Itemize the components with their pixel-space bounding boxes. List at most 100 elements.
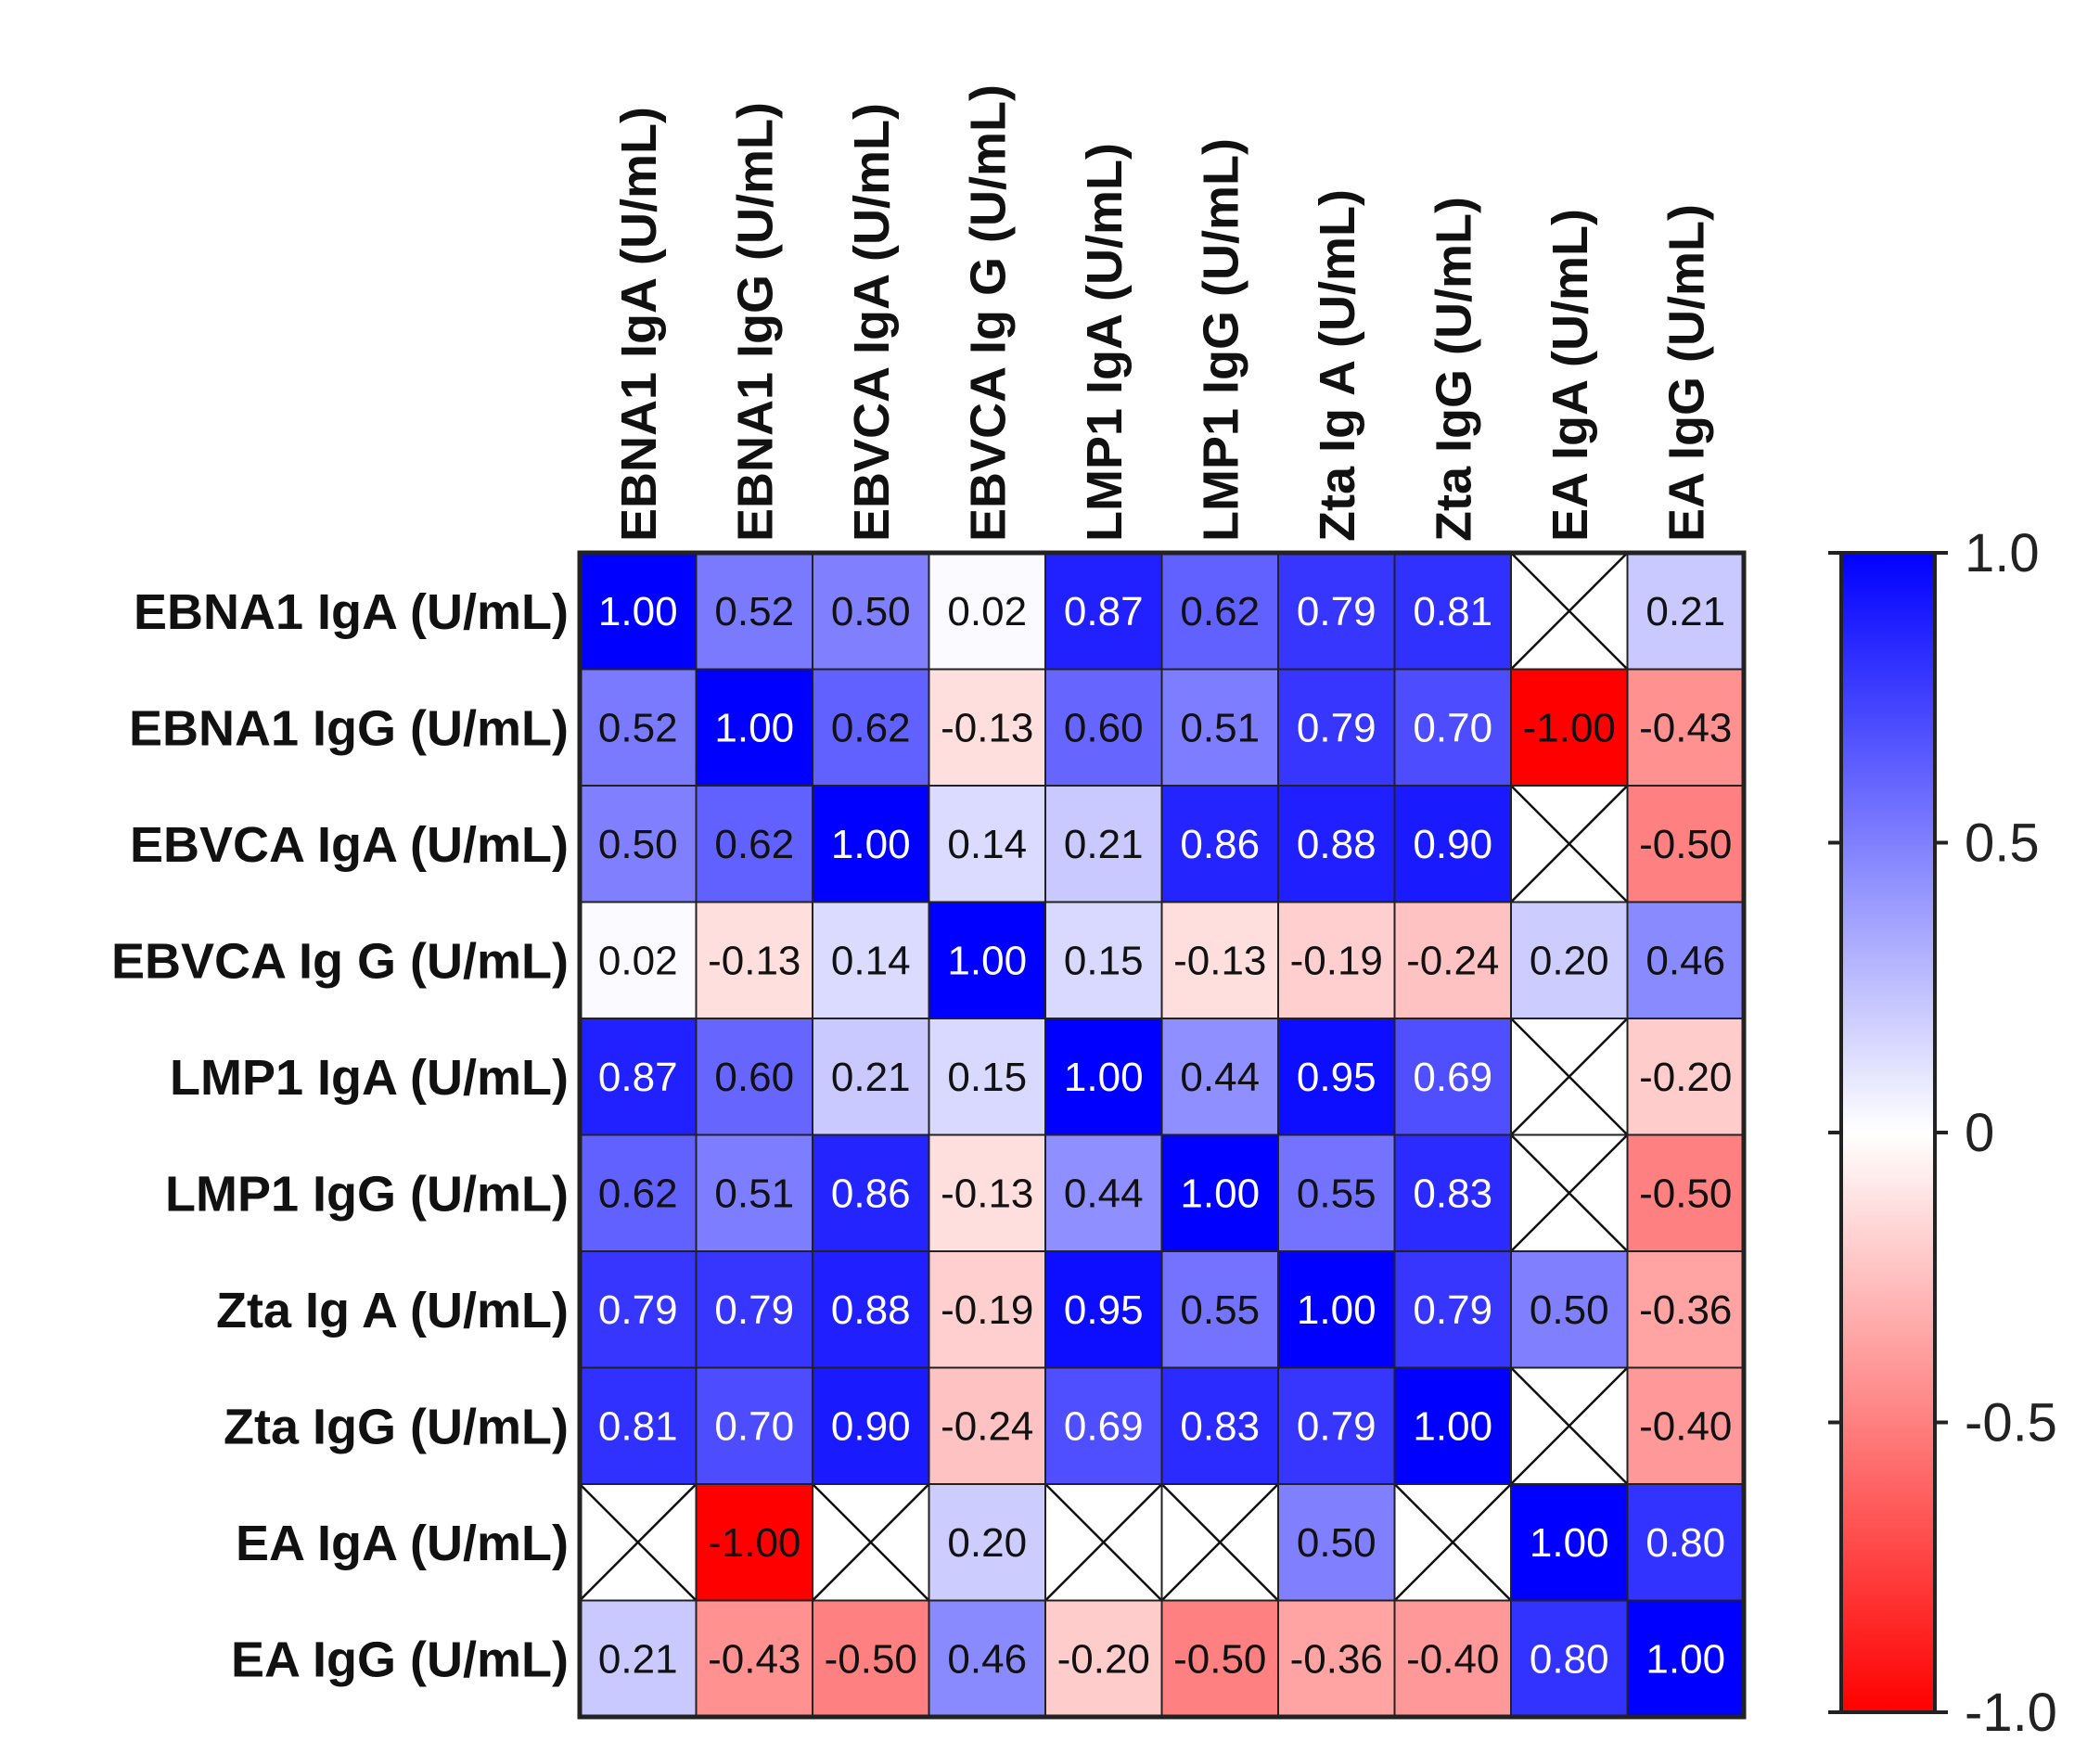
cell-value-label: -0.50 <box>1639 1171 1732 1216</box>
heatmap-cell: 0.86 <box>1161 786 1278 903</box>
heatmap-cell: 0.21 <box>1627 553 1744 670</box>
cell-value-label: 0.86 <box>1180 822 1260 867</box>
cell-value-label: 0.80 <box>1530 1636 1609 1682</box>
cell-fill <box>1045 1251 1162 1368</box>
cell-fill <box>1045 669 1162 786</box>
heatmap-cell: 0.81 <box>580 1367 697 1484</box>
heatmap-cell: 0.62 <box>813 669 929 786</box>
cell-fill <box>1278 1134 1395 1251</box>
heatmap-cell: -0.24 <box>1394 902 1511 1018</box>
heatmap-cell: 0.02 <box>580 902 697 1018</box>
heatmap-cell: -0.19 <box>1278 902 1395 1018</box>
cell-value-label: 0.80 <box>1645 1520 1725 1566</box>
heatmap-cell: -0.24 <box>928 1367 1045 1484</box>
cell-fill <box>1045 786 1162 903</box>
heatmap-cell: 0.80 <box>1511 1600 1628 1717</box>
cell-value-label: 0.81 <box>598 1403 678 1449</box>
heatmap-cell: 0.51 <box>1161 669 1278 786</box>
column-label: EBNA1 IgA (U/mL) <box>611 107 667 542</box>
column-labels: EBNA1 IgA (U/mL) EBNA1 IgG (U/mL) EBVCA Ig… <box>611 84 1715 542</box>
cell-value-label: 1.00 <box>598 589 678 634</box>
cell-fill <box>1278 786 1395 903</box>
cell-value-label: 0.79 <box>1297 589 1377 634</box>
column-label: EA IgG (U/mL) <box>1658 204 1714 542</box>
row-labels: EBNA1 IgA (U/mL) EBNA1 IgG (U/mL) EBVCA Ig… <box>111 584 569 1688</box>
heatmap-cell: -0.36 <box>1278 1600 1395 1717</box>
column-label: Zta IgG (U/mL) <box>1426 197 1481 542</box>
cell-value-label: 0.51 <box>714 1171 794 1216</box>
heatmap-cells: 1.00 0.52 0.50 0.02 0.87 0.62 0.79 0.81 0.21 0.52… <box>579 552 1744 1717</box>
heatmap-cell: 0.50 <box>813 553 929 670</box>
cell-fill <box>1161 1367 1278 1484</box>
missing-cell-cross <box>579 1483 698 1602</box>
cell-fill <box>928 553 1045 670</box>
heatmap-cell: 0.55 <box>1161 1251 1278 1368</box>
cell-value-label: -0.24 <box>941 1403 1033 1449</box>
heatmap-cell: -0.13 <box>928 1134 1045 1251</box>
cell-value-label: 0.62 <box>714 822 794 867</box>
cell-value-label: 0.79 <box>1297 1403 1377 1449</box>
cell-value-label: 0.90 <box>1413 822 1492 867</box>
cell-value-label: 0.88 <box>831 1287 911 1333</box>
cell-fill <box>696 1367 813 1484</box>
cell-fill <box>1161 1600 1278 1717</box>
heatmap-cell: 1.00 <box>813 786 929 903</box>
cell-fill <box>1161 786 1278 903</box>
cell-fill <box>580 669 697 786</box>
cell-fill <box>813 1367 929 1484</box>
cell-value-label: 0.70 <box>1413 705 1492 750</box>
cell-fill <box>1045 1600 1162 1717</box>
cell-fill <box>928 1367 1045 1484</box>
column-label: EBVCA IgA (U/mL) <box>844 103 900 542</box>
heatmap-cell: 0.90 <box>813 1367 929 1484</box>
cell-fill <box>1278 1367 1395 1484</box>
heatmap-cell: 0.20 <box>928 1484 1045 1601</box>
cell-fill <box>580 1251 697 1368</box>
missing-cell-cross <box>1393 1483 1512 1602</box>
heatmap-cell <box>579 1483 698 1602</box>
cell-fill <box>1394 786 1511 903</box>
cell-fill <box>928 1134 1045 1251</box>
heatmap-cell <box>1510 552 1629 671</box>
cell-fill <box>580 1018 697 1135</box>
cell-value-label: 0.21 <box>1064 822 1144 867</box>
cell-fill <box>580 902 697 1018</box>
row-label: Zta IgG (U/mL) <box>224 1399 569 1454</box>
row-label: EBVCA Ig G (U/mL) <box>111 933 569 989</box>
heatmap-cell: -1.00 <box>696 1484 813 1601</box>
cell-fill <box>696 1600 813 1717</box>
cell-fill <box>1278 669 1395 786</box>
heatmap-cell: 0.88 <box>813 1251 929 1368</box>
cell-value-label: 0.62 <box>1180 589 1260 634</box>
cell-fill <box>813 902 929 1018</box>
cell-value-label: 0.02 <box>947 589 1027 634</box>
cell-value-label: 0.50 <box>831 589 911 634</box>
cell-fill <box>580 786 697 903</box>
heatmap-cell: 0.69 <box>1394 1018 1511 1135</box>
cell-value-label: 1.00 <box>714 705 794 750</box>
cell-fill <box>580 1367 697 1484</box>
cell-fill <box>1627 1018 1744 1135</box>
heatmap-cell: 0.46 <box>928 1600 1045 1717</box>
cell-value-label: 1.00 <box>1180 1171 1260 1216</box>
cell-fill <box>928 1018 1045 1135</box>
column-label: LMP1 IgG (U/mL) <box>1193 138 1248 542</box>
heatmap-cell: 0.20 <box>1511 902 1628 1018</box>
cell-value-label: 0.50 <box>598 822 678 867</box>
cell-value-label: -0.50 <box>1173 1636 1266 1682</box>
cell-value-label: 0.95 <box>1297 1055 1377 1100</box>
heatmap-cell: 0.90 <box>1394 786 1511 903</box>
heatmap-cell <box>1393 1483 1512 1602</box>
heatmap-cell: 0.79 <box>580 1251 697 1368</box>
cell-fill <box>580 1600 697 1717</box>
heatmap-cell: 0.70 <box>1394 669 1511 786</box>
cell-value-label: 0.51 <box>1180 705 1260 750</box>
heatmap-cell: 0.69 <box>1045 1367 1162 1484</box>
cell-fill <box>1627 1484 1744 1601</box>
heatmap-cell: -0.13 <box>928 669 1045 786</box>
cell-value-label: -0.20 <box>1057 1636 1150 1682</box>
cell-fill <box>1161 669 1278 786</box>
cell-value-label: 0.21 <box>831 1055 911 1100</box>
heatmap-cell: -0.20 <box>1627 1018 1744 1135</box>
cell-fill <box>928 669 1045 786</box>
